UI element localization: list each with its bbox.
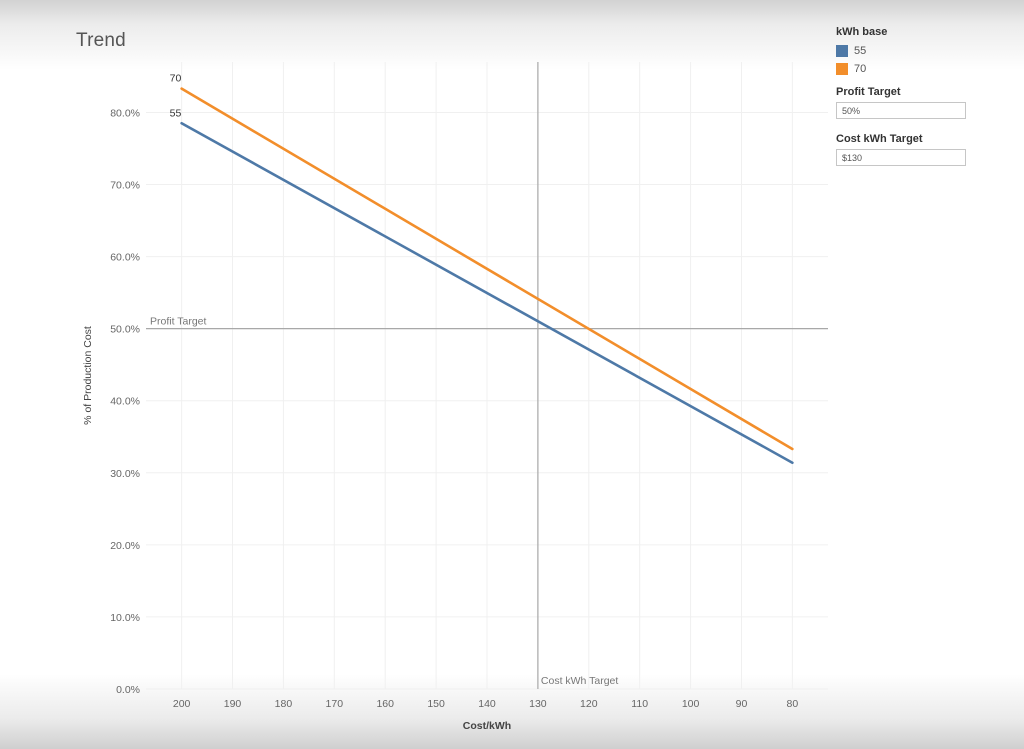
legend-item-55[interactable]: 55 [836,42,986,60]
x-tick-label: 200 [173,698,191,710]
sheet-title: Trend [76,30,126,51]
legend-label-55: 55 [854,45,867,57]
x-tick-label: 160 [376,698,394,710]
x-axis-title: Cost/kWh [463,720,511,732]
y-tick-label: 50.0% [110,324,140,336]
cost-kwh-target-label: Cost kWh Target [541,675,618,687]
legend-item-70[interactable]: 70 [836,60,986,78]
x-tick-label: 150 [427,698,445,710]
y-tick-label: 20.0% [110,540,140,552]
x-tick-label: 90 [736,698,748,710]
cost-kwh-target-input[interactable]: $130 [836,149,966,166]
legend-swatch-70 [836,63,848,75]
y-tick-label: 10.0% [110,612,140,624]
profit-target-input[interactable]: 50% [836,102,966,119]
legend-title: kWh base [836,26,888,38]
y-tick-label: 70.0% [110,180,140,192]
y-tick-label: 30.0% [110,468,140,480]
profit-target-label: Profit Target [150,316,206,328]
x-tick-label: 80 [787,698,799,710]
x-tick-label: 130 [529,698,547,710]
profit-target-title: Profit Target [836,86,901,98]
y-tick-label: 0.0% [116,684,140,696]
series-label-55: 55 [170,107,182,119]
legend-swatch-55 [836,45,848,57]
cost-kwh-target-parameter: Cost kWh Target $130 [836,133,986,166]
y-axis-title: % of Production Cost [82,326,94,425]
profit-target-parameter: Profit Target 50% [836,86,986,119]
legend-label-70: 70 [854,63,867,75]
y-tick-label: 60.0% [110,252,140,264]
y-tick-label: 80.0% [110,107,140,119]
x-tick-label: 120 [580,698,598,710]
series-line-70 [180,87,794,451]
x-tick-label: 170 [326,698,344,710]
cost-kwh-target-title: Cost kWh Target [836,133,923,145]
series-label-70: 70 [170,73,182,85]
x-tick-label: 190 [224,698,242,710]
x-tick-label: 140 [478,698,496,710]
x-tick-label: 180 [275,698,293,710]
x-tick-label: 110 [631,698,648,710]
y-tick-label: 40.0% [110,396,140,408]
color-legend: kWh base 55 70 [836,26,986,78]
x-tick-label: 100 [682,698,700,710]
series-line-55 [180,121,794,465]
